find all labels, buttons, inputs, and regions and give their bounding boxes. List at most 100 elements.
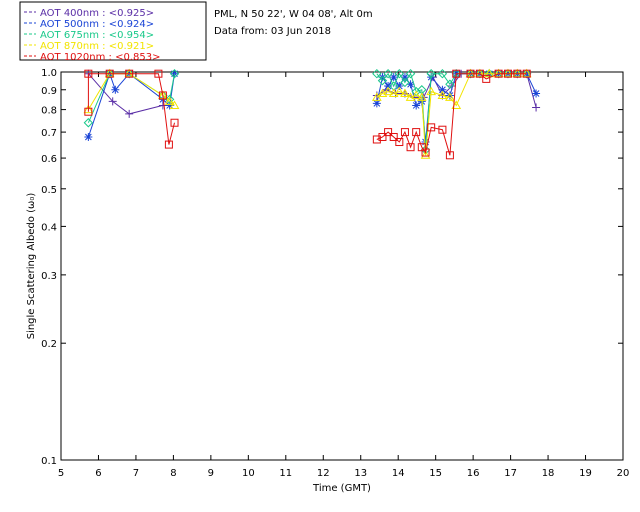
data-point (522, 69, 531, 78)
data-point (104, 68, 115, 78)
data-point (412, 128, 421, 137)
data-point (108, 97, 117, 106)
data-point (372, 135, 381, 144)
y-tick-label: 0.3 (41, 271, 57, 282)
data-point (420, 150, 431, 159)
data-point (426, 68, 436, 79)
data-point (170, 69, 179, 78)
data-point (426, 86, 437, 96)
data-point (445, 151, 454, 160)
y-axis: 0.1 0.2 0.3 0.4 0.5 0.6 0.7 0.8 0.9 1.0 (41, 68, 623, 467)
data-point (427, 123, 436, 132)
x-tick-label: 16 (467, 468, 480, 479)
legend-label: AOT 400nm : <0.925> (40, 8, 154, 19)
data-point (452, 69, 461, 78)
data-point (532, 89, 541, 98)
x-tick-label: 5 (58, 468, 64, 479)
x-tick-label: 14 (392, 468, 405, 479)
data-point (466, 69, 475, 78)
data-point (372, 99, 381, 108)
legend: AOT 400nm : <0.925>AOT 500nm : <0.924>AO… (19, 1, 207, 63)
legend-items: AOT 400nm : <0.925>AOT 500nm : <0.924>AO… (24, 8, 160, 63)
series-line (87, 73, 527, 156)
data-point (378, 132, 387, 141)
series-5 (84, 69, 531, 160)
data-point (421, 148, 430, 157)
data-point (522, 69, 531, 78)
data-point (169, 100, 180, 109)
data-point (394, 86, 405, 96)
data-point (372, 68, 382, 79)
legend-label: AOT 675nm : <0.954> (40, 30, 154, 41)
data-point (125, 109, 134, 118)
data-point (437, 68, 448, 79)
data-point (411, 90, 422, 99)
y-tick-label: 0.9 (41, 86, 57, 97)
data-point (383, 68, 393, 79)
data-point (400, 73, 409, 82)
data-point (383, 86, 393, 96)
data-point (164, 96, 175, 105)
data-point (84, 69, 93, 78)
data-point (493, 68, 504, 78)
x-tick-label: 12 (317, 468, 330, 479)
data-point (400, 88, 410, 98)
series-line (87, 72, 527, 150)
x-tick-label: 13 (354, 468, 367, 479)
legend-label: AOT 1020nm : <0.853> (40, 52, 160, 63)
data-point (125, 69, 134, 78)
data-point (165, 101, 174, 110)
y-tick-label: 0.7 (41, 128, 57, 139)
data-point (494, 69, 503, 78)
series-3 (83, 68, 532, 155)
x-tick-label: 11 (279, 468, 292, 479)
data-point (438, 125, 447, 134)
data-point (395, 138, 404, 147)
data-point (482, 74, 491, 83)
data-point (170, 118, 179, 127)
data-point (416, 92, 427, 101)
data-point (484, 68, 495, 78)
y-tick-label: 0.6 (41, 154, 57, 165)
data-point (83, 118, 94, 128)
data-point (465, 68, 476, 78)
data-point (513, 69, 522, 78)
data-point (83, 104, 94, 114)
legend-label: AOT 870nm : <0.921> (40, 41, 154, 52)
x-tick-label: 20 (617, 468, 630, 479)
data-point (158, 91, 167, 100)
data-point (394, 68, 405, 79)
data-point (406, 80, 415, 89)
x-tick-label: 15 (429, 468, 442, 479)
data-point (400, 128, 409, 137)
legend-frame (19, 1, 207, 61)
data-point (400, 77, 410, 88)
x-axis: 5 6 7 8 9 10 11 12 13 14 15 16 17 18 19 20 (58, 72, 630, 479)
data-point (105, 69, 114, 78)
data-point (405, 68, 416, 79)
x-tick-label: 18 (542, 468, 555, 479)
y-tick-label: 0.2 (41, 339, 57, 350)
x-tick-label: 19 (579, 468, 592, 479)
data-point (389, 132, 398, 141)
x-axis-title: Time (GMT) (312, 483, 371, 494)
data-point (377, 75, 388, 86)
y-axis-title: Single Scattering Albedo (ω₀) (26, 193, 37, 340)
legend-label: AOT 500nm : <0.924> (40, 19, 154, 30)
data-point (445, 79, 455, 89)
data-point (154, 69, 163, 78)
x-tick-label: 17 (504, 468, 517, 479)
plot-frame (60, 71, 624, 461)
series-4 (83, 68, 532, 159)
y-tick-label: 0.4 (41, 222, 57, 233)
data-point (395, 82, 404, 91)
data-point (84, 132, 93, 141)
plot-area (83, 68, 541, 160)
y-tick-label: 1.0 (41, 68, 57, 79)
x-tick-label: 10 (242, 468, 255, 479)
data-point (503, 69, 512, 78)
data-point (512, 68, 523, 78)
data-point (84, 107, 93, 116)
data-point (111, 85, 120, 94)
